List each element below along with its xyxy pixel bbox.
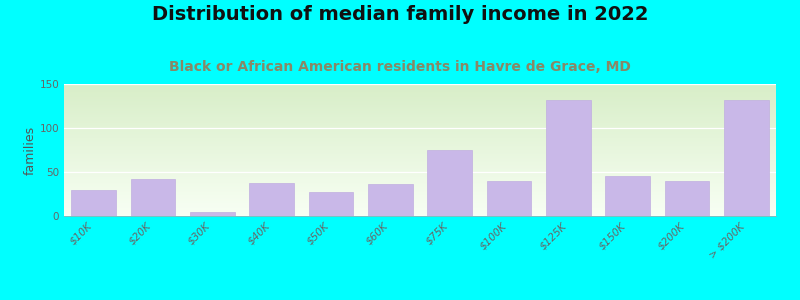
Bar — [665, 181, 710, 216]
Bar — [130, 179, 175, 216]
Y-axis label: families: families — [24, 125, 37, 175]
Bar — [190, 212, 234, 216]
Bar — [724, 100, 769, 216]
Bar — [546, 100, 590, 216]
Bar — [368, 184, 413, 216]
Bar — [309, 192, 354, 216]
Bar — [250, 183, 294, 216]
Bar — [427, 150, 472, 216]
Text: Distribution of median family income in 2022: Distribution of median family income in … — [152, 4, 648, 23]
Bar — [486, 181, 531, 216]
Bar — [606, 176, 650, 216]
Bar — [71, 190, 116, 216]
Text: Black or African American residents in Havre de Grace, MD: Black or African American residents in H… — [169, 60, 631, 74]
